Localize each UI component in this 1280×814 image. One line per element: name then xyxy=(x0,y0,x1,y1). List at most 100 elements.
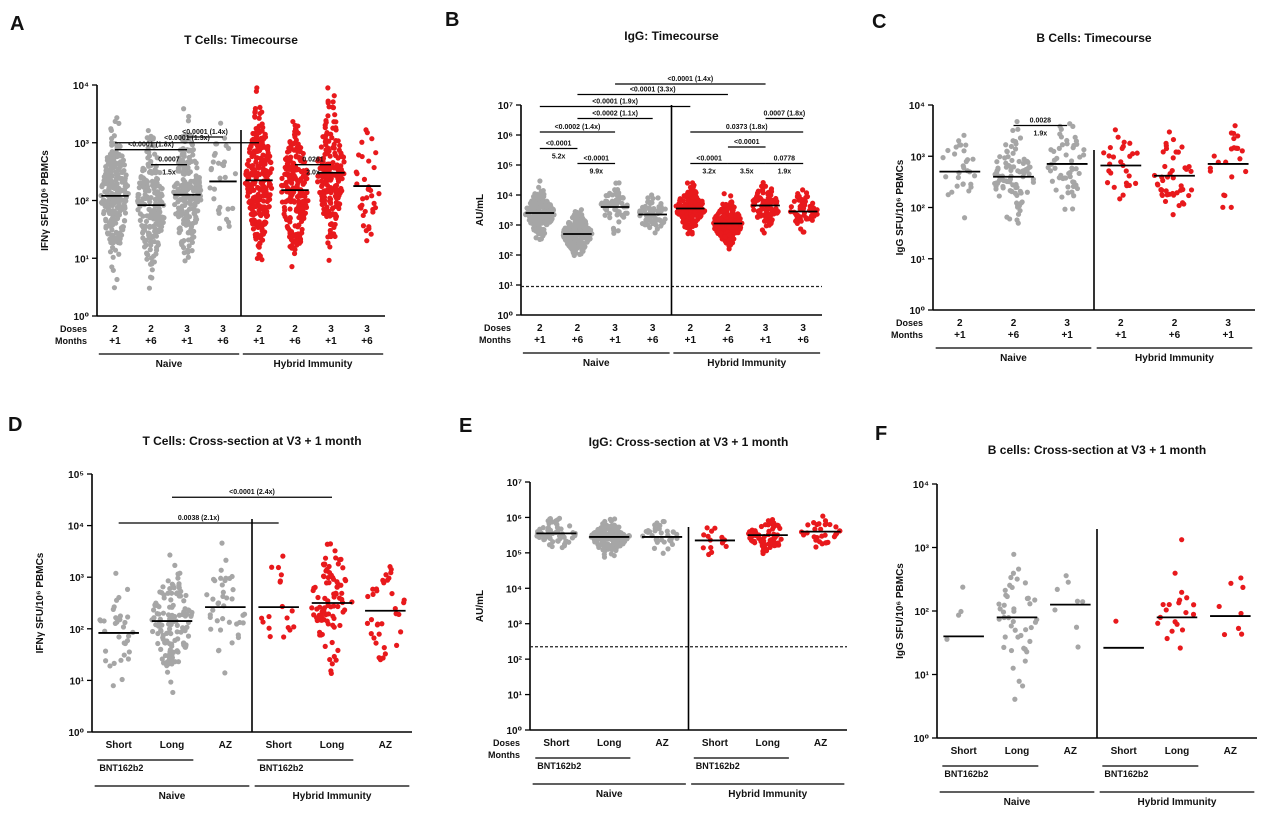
data-point xyxy=(643,217,649,223)
data-point xyxy=(322,561,328,567)
data-point xyxy=(288,228,295,235)
data-point xyxy=(227,575,233,582)
data-point xyxy=(251,203,258,209)
data-point xyxy=(1126,173,1132,179)
data-point xyxy=(543,214,549,220)
data-point xyxy=(315,179,321,185)
panel-f: F B cells: Cross-section at V3 + 1 month 1… xyxy=(875,423,1257,808)
data-point xyxy=(649,200,655,206)
data-point xyxy=(558,526,564,532)
data-point xyxy=(1049,178,1055,184)
data-point xyxy=(108,127,114,134)
data-point xyxy=(726,232,732,238)
category-1-points xyxy=(992,118,1037,226)
data-point xyxy=(547,516,553,522)
data-point xyxy=(151,253,157,259)
data-point xyxy=(1021,156,1027,162)
data-point xyxy=(329,135,335,141)
data-point xyxy=(335,561,341,567)
data-point xyxy=(222,174,228,180)
data-point xyxy=(960,181,966,187)
data-point xyxy=(376,191,382,197)
y-tick-label: 10⁰ xyxy=(68,728,84,739)
data-point xyxy=(291,250,298,257)
data-point xyxy=(218,575,224,581)
data-point xyxy=(196,179,202,185)
data-point xyxy=(255,163,261,169)
data-point xyxy=(528,204,535,210)
data-point xyxy=(257,211,263,217)
data-point xyxy=(616,219,622,225)
data-point xyxy=(121,218,128,224)
data-point xyxy=(190,152,196,158)
data-point xyxy=(717,230,724,236)
data-point xyxy=(1106,168,1112,174)
data-point xyxy=(1179,144,1185,150)
data-point xyxy=(342,607,348,613)
data-point xyxy=(111,234,117,240)
data-point xyxy=(793,218,799,224)
data-point xyxy=(265,152,271,158)
fold-change-label: 1.9x xyxy=(1034,131,1048,138)
data-point xyxy=(229,640,235,646)
data-point xyxy=(368,231,374,237)
data-point xyxy=(144,184,151,190)
data-point xyxy=(1163,143,1169,149)
data-point xyxy=(1071,193,1077,199)
data-point xyxy=(655,195,661,201)
data-point xyxy=(1238,610,1244,617)
data-point xyxy=(370,586,376,592)
data-point xyxy=(1188,187,1195,193)
data-point xyxy=(264,198,271,205)
data-point xyxy=(139,222,145,229)
data-point xyxy=(1009,157,1015,164)
y-tick-label: 10¹ xyxy=(915,671,930,682)
data-point xyxy=(544,198,550,204)
dose-label: 3 xyxy=(1064,318,1070,329)
data-point xyxy=(336,595,343,601)
category-label: Short xyxy=(702,738,729,749)
data-point xyxy=(692,188,699,195)
category-1-points xyxy=(149,552,195,696)
data-point xyxy=(370,591,376,597)
data-point xyxy=(331,615,337,622)
data-point xyxy=(546,520,552,527)
month-label: +6 xyxy=(797,335,809,346)
data-point xyxy=(180,177,186,183)
data-point xyxy=(340,565,346,571)
data-point xyxy=(186,220,192,226)
data-point xyxy=(722,234,728,240)
data-point xyxy=(259,121,265,127)
data-point xyxy=(812,526,818,532)
data-point xyxy=(1045,164,1051,171)
data-point xyxy=(183,592,189,599)
data-point xyxy=(168,621,174,628)
data-point xyxy=(153,180,159,186)
data-point xyxy=(260,193,266,199)
data-point xyxy=(605,546,611,552)
data-point xyxy=(109,264,115,270)
data-point xyxy=(664,528,670,534)
y-tick-label: 10³ xyxy=(75,139,90,150)
y-axis-label: IFNγ SFU/10⁶ PBMCs xyxy=(40,150,51,251)
data-point xyxy=(117,198,123,204)
data-point xyxy=(1172,570,1178,576)
data-point xyxy=(211,186,218,192)
data-point xyxy=(579,244,585,250)
data-point xyxy=(186,181,193,187)
data-point xyxy=(371,200,377,206)
data-point xyxy=(1027,164,1033,170)
data-point xyxy=(758,538,764,544)
data-point xyxy=(1027,601,1033,607)
data-point xyxy=(387,564,393,570)
data-point xyxy=(376,631,382,637)
data-point xyxy=(280,553,286,559)
data-point xyxy=(218,567,224,573)
data-point xyxy=(1073,138,1079,144)
data-point xyxy=(140,196,146,202)
data-point xyxy=(299,155,305,161)
data-point xyxy=(758,196,764,202)
data-point xyxy=(667,537,673,543)
data-point xyxy=(530,215,536,221)
data-point xyxy=(1186,192,1192,199)
